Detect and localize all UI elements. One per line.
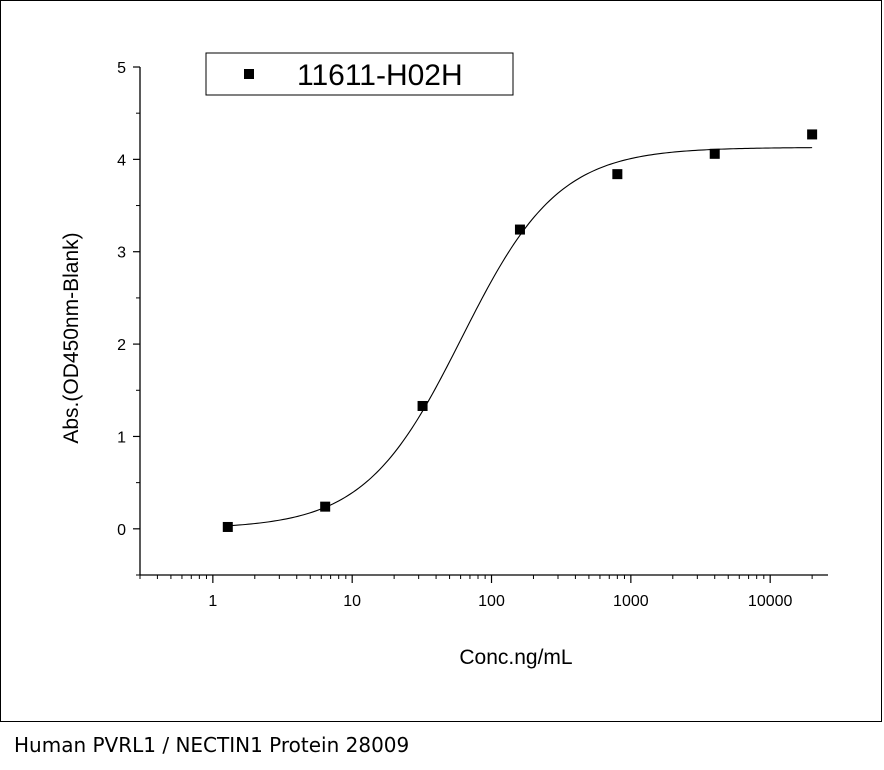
x-tick-label: 1 <box>208 593 217 610</box>
data-point <box>417 400 428 411</box>
axes: 0 1 2 3 4 5 1 10 100 1000 10000 <box>117 60 828 610</box>
chart-frame <box>0 0 882 722</box>
legend-box <box>205 52 514 96</box>
data-point <box>514 224 525 235</box>
y-tick-label: 1 <box>117 429 126 446</box>
y-tick-label: 4 <box>117 152 126 169</box>
data-points-layer <box>222 129 818 532</box>
fit-curve <box>227 147 813 527</box>
x-axis-label: Conc.ng/mL <box>459 646 572 669</box>
y-tick-label: 3 <box>117 245 126 262</box>
x-tick-label: 100 <box>478 593 505 610</box>
data-point <box>320 501 331 512</box>
chart-plot: 0 1 2 3 4 5 1 10 100 1000 10000 11611-H02H Conc.ng… <box>60 52 828 669</box>
data-point <box>807 129 818 140</box>
legend-marker <box>244 69 254 79</box>
fit-curve-layer <box>227 147 813 527</box>
x-tick-label: 10 <box>343 593 361 610</box>
legend-label: 11611-H02H <box>297 59 463 92</box>
figure-caption: Human PVRL1 / NECTIN1 Protein 28009 <box>14 733 410 757</box>
y-tick-label: 0 <box>117 522 126 539</box>
data-point <box>612 169 623 180</box>
y-tick-label: 5 <box>117 60 126 77</box>
y-axis-label: Abs.(OD450nm-Blank) <box>60 232 83 443</box>
legend: 11611-H02H <box>205 52 514 96</box>
x-tick-label: 10000 <box>748 593 793 610</box>
data-point <box>709 148 720 159</box>
y-tick-label: 2 <box>117 337 126 354</box>
data-point <box>222 521 233 532</box>
x-tick-label: 1000 <box>613 593 649 610</box>
